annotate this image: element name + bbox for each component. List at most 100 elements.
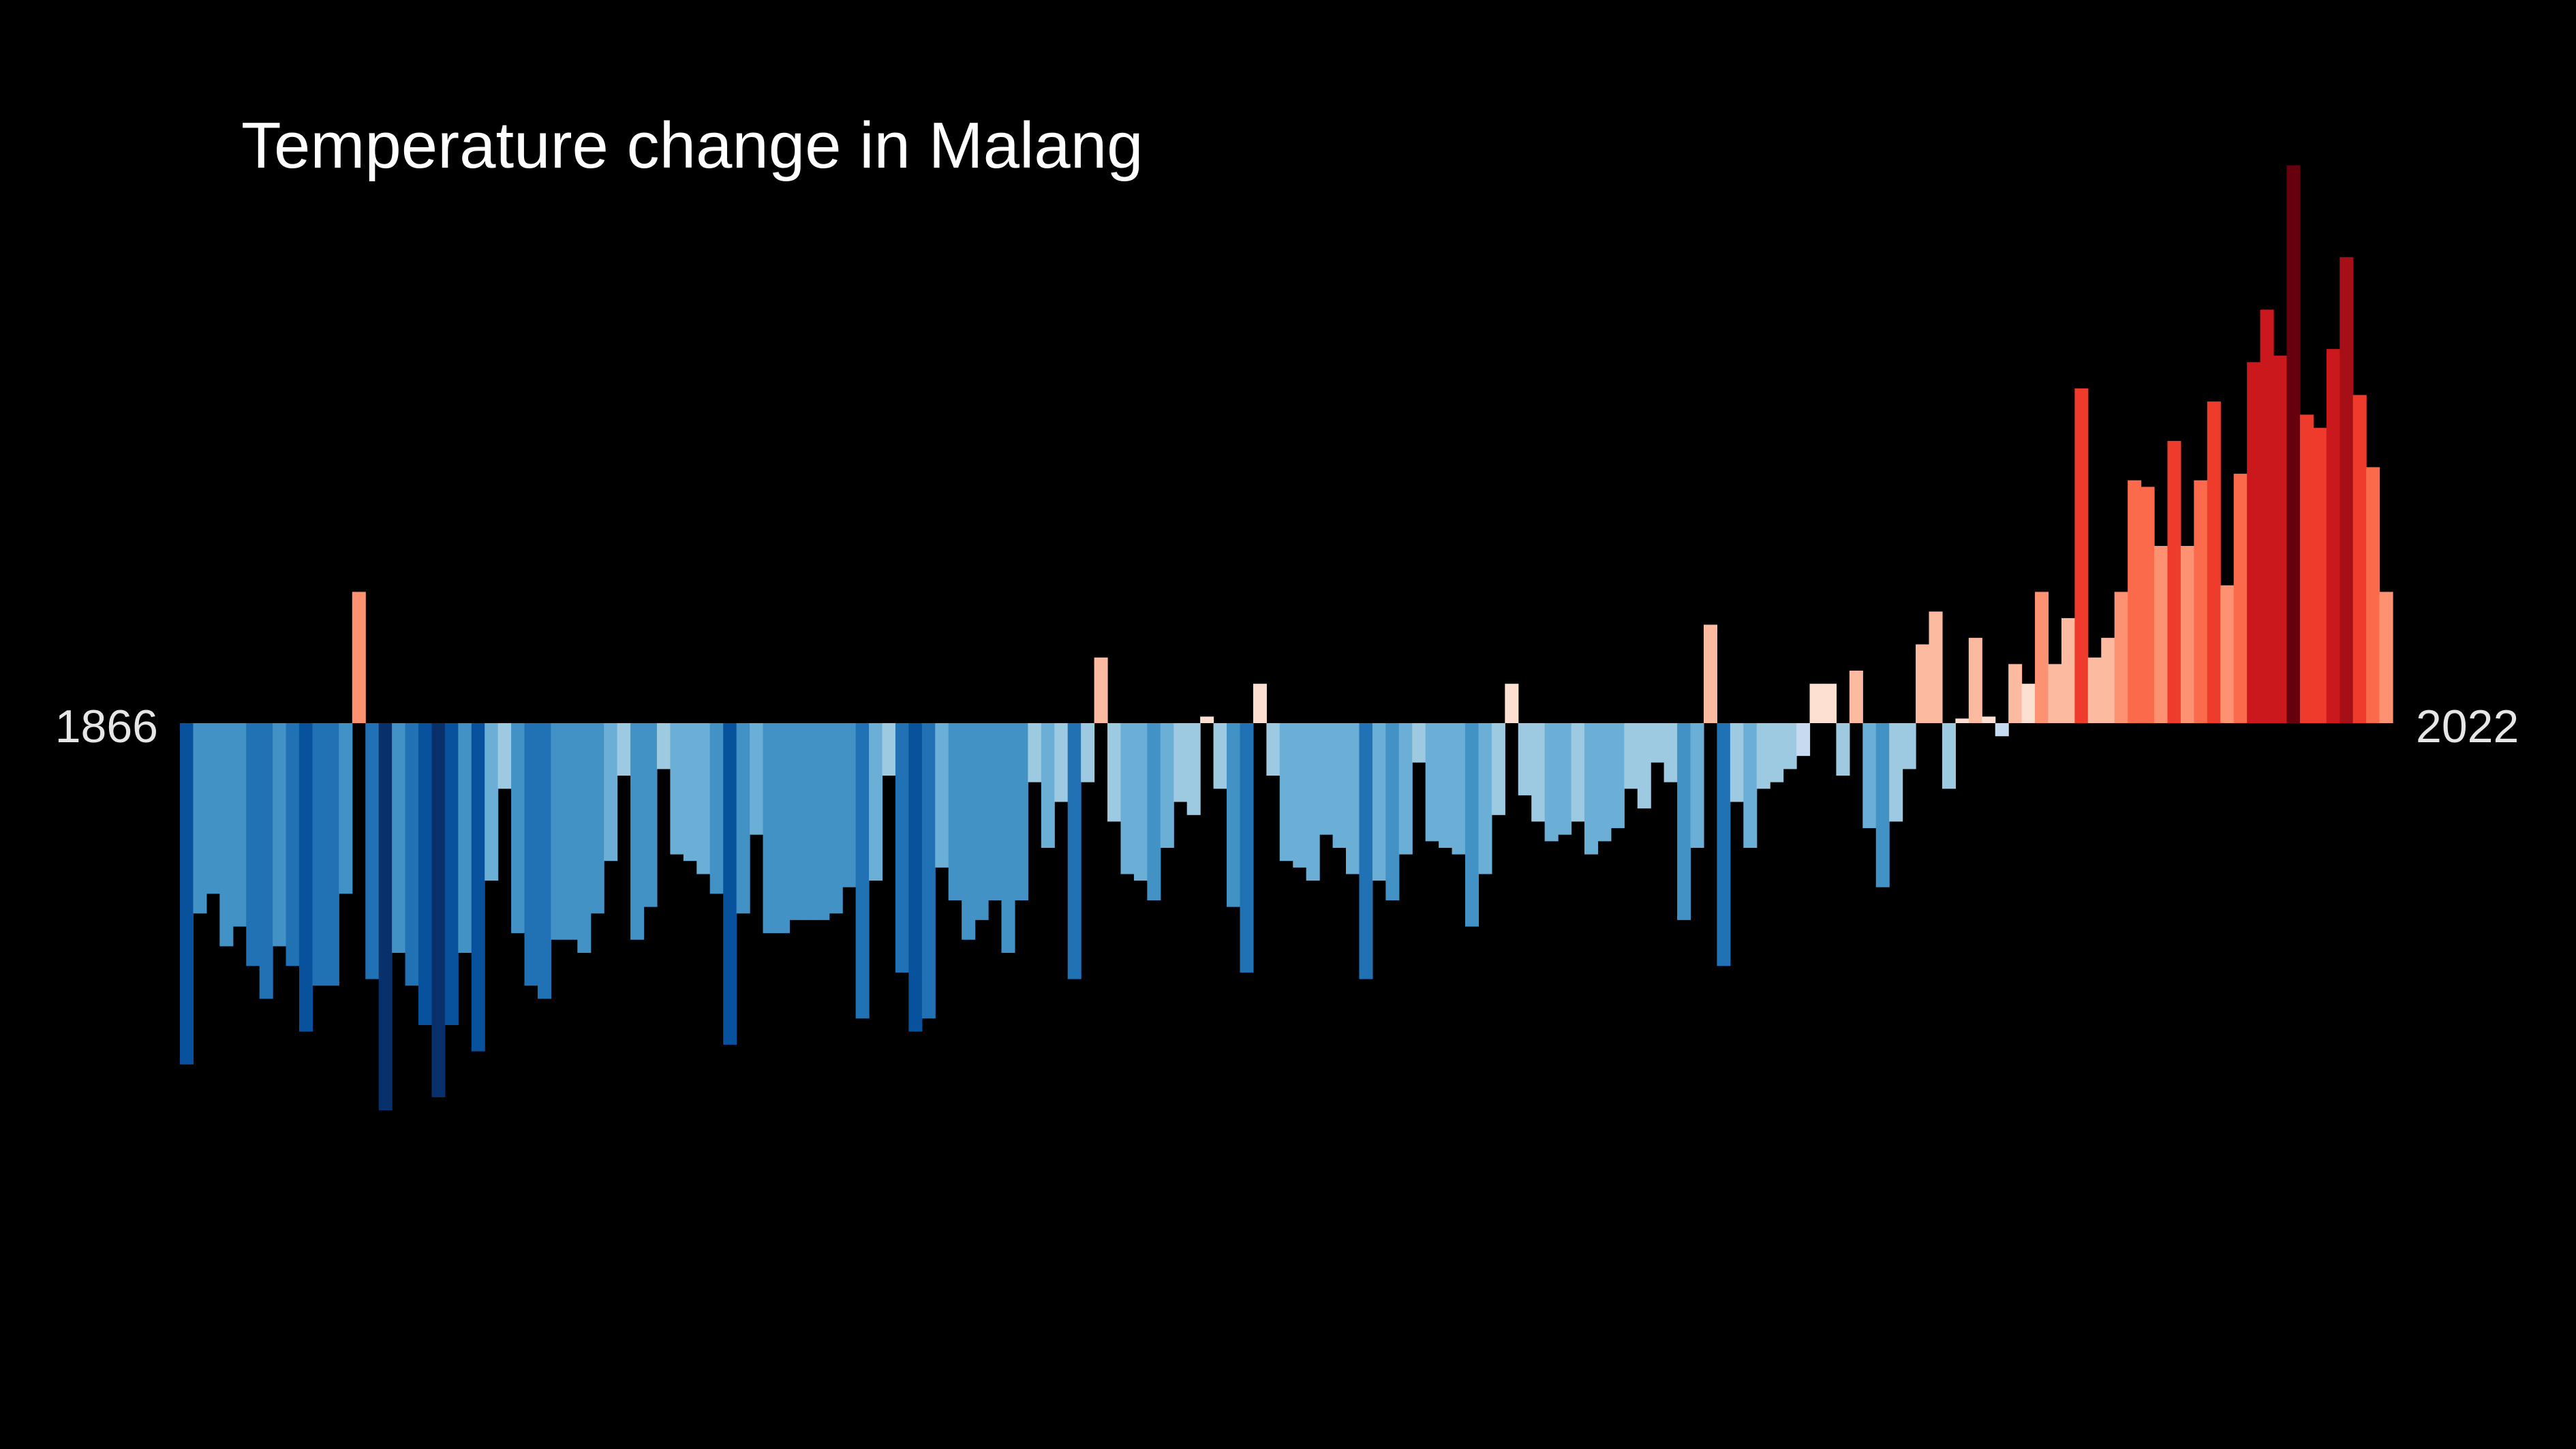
bar-1925 [962, 723, 976, 940]
bar-2024 [2273, 355, 2288, 723]
bar-1927 [988, 723, 1002, 901]
bar-2027 [2313, 427, 2327, 723]
bar-2012 [2114, 592, 2128, 723]
bar-1989 [1809, 684, 1824, 723]
bar-1891 [511, 723, 525, 934]
bar-1897 [590, 723, 604, 914]
bar-1988 [1796, 723, 1811, 757]
bar-1971 [1571, 723, 1585, 822]
bar-1974 [1610, 723, 1625, 829]
bar-1888 [471, 723, 485, 1052]
bar-1962 [1452, 723, 1466, 855]
bar-1970 [1558, 723, 1572, 835]
bar-2013 [2128, 480, 2142, 723]
bar-2031 [2366, 467, 2380, 723]
bar-2011 [2101, 637, 2115, 723]
bar-1973 [1597, 723, 1612, 842]
bar-1881 [378, 723, 393, 1111]
bar-1998 [1929, 611, 1943, 723]
bar-2009 [2074, 388, 2089, 723]
bar-1880 [365, 723, 380, 979]
bar-2026 [2299, 414, 2314, 723]
bar-2003 [1995, 723, 2009, 737]
bar-1886 [444, 723, 459, 1025]
bar-1901 [643, 723, 658, 907]
bar-1902 [656, 723, 671, 769]
bar-1923 [935, 723, 949, 868]
bar-1931 [1041, 723, 1055, 848]
bar-1866 [180, 723, 194, 1065]
bar-2032 [2379, 592, 2393, 723]
bar-2017 [2180, 545, 2194, 723]
bar-2008 [2061, 617, 2075, 723]
bar-1966 [1505, 684, 1519, 723]
bar-1956 [1372, 723, 1386, 881]
bar-1947 [1253, 684, 1267, 723]
bar-1921 [908, 723, 923, 1032]
bar-1981 [1703, 624, 1717, 723]
bar-1904 [683, 723, 697, 861]
bar-1954 [1345, 723, 1360, 874]
bar-1992 [1849, 670, 1863, 723]
bar-1946 [1240, 723, 1254, 973]
bar-1959 [1412, 723, 1426, 763]
bar-1920 [895, 723, 909, 973]
bar-1885 [431, 723, 446, 1097]
bar-1895 [564, 723, 578, 940]
bar-1912 [789, 723, 803, 920]
bar-1918 [869, 723, 883, 881]
bar-1873 [273, 723, 287, 947]
bar-1950 [1293, 723, 1307, 868]
bar-1951 [1306, 723, 1320, 881]
bar-1874 [286, 723, 300, 966]
bar-1869 [219, 723, 234, 947]
bar-1867 [193, 723, 207, 914]
bar-series [180, 165, 2393, 1111]
bar-1917 [855, 723, 870, 1019]
bar-1936 [1107, 723, 1122, 822]
bar-2015 [2154, 545, 2168, 723]
bar-1940 [1160, 723, 1174, 848]
bar-1889 [485, 723, 499, 881]
bar-2002 [1982, 716, 1996, 723]
bar-2029 [2340, 257, 2354, 723]
bar-1964 [1478, 723, 1492, 874]
bar-1987 [1783, 723, 1797, 769]
bar-1985 [1756, 723, 1770, 789]
chart-title: Temperature change in Malang [241, 109, 1143, 182]
bar-1909 [750, 723, 764, 835]
bar-1905 [696, 723, 711, 874]
bar-2020 [2220, 585, 2235, 723]
bar-2006 [2035, 592, 2049, 723]
bar-1922 [921, 723, 936, 1019]
bar-2001 [1968, 637, 1982, 723]
bar-2030 [2352, 395, 2367, 723]
bar-2007 [2048, 664, 2062, 723]
bar-1910 [763, 723, 777, 934]
bar-1979 [1677, 723, 1691, 920]
bar-1924 [948, 723, 962, 901]
bar-1930 [1028, 723, 1042, 782]
bar-1876 [312, 723, 326, 986]
bar-1926 [975, 723, 989, 920]
bar-1999 [1942, 723, 1956, 789]
bar-1977 [1651, 723, 1665, 763]
bar-1883 [405, 723, 419, 986]
bar-1968 [1531, 723, 1546, 822]
bar-1894 [551, 723, 565, 940]
bar-2023 [2260, 309, 2274, 723]
bar-1963 [1465, 723, 1479, 927]
bar-1944 [1213, 723, 1227, 789]
bar-1900 [630, 723, 645, 940]
bar-1984 [1743, 723, 1758, 848]
bar-1890 [497, 723, 512, 789]
bar-1913 [802, 723, 816, 920]
start-year-label: 1866 [55, 701, 158, 752]
bar-1991 [1836, 723, 1850, 776]
bar-2018 [2194, 480, 2208, 723]
bar-1982 [1717, 723, 1731, 966]
bar-1969 [1544, 723, 1559, 842]
bar-1868 [206, 723, 220, 894]
bar-1986 [1770, 723, 1784, 782]
